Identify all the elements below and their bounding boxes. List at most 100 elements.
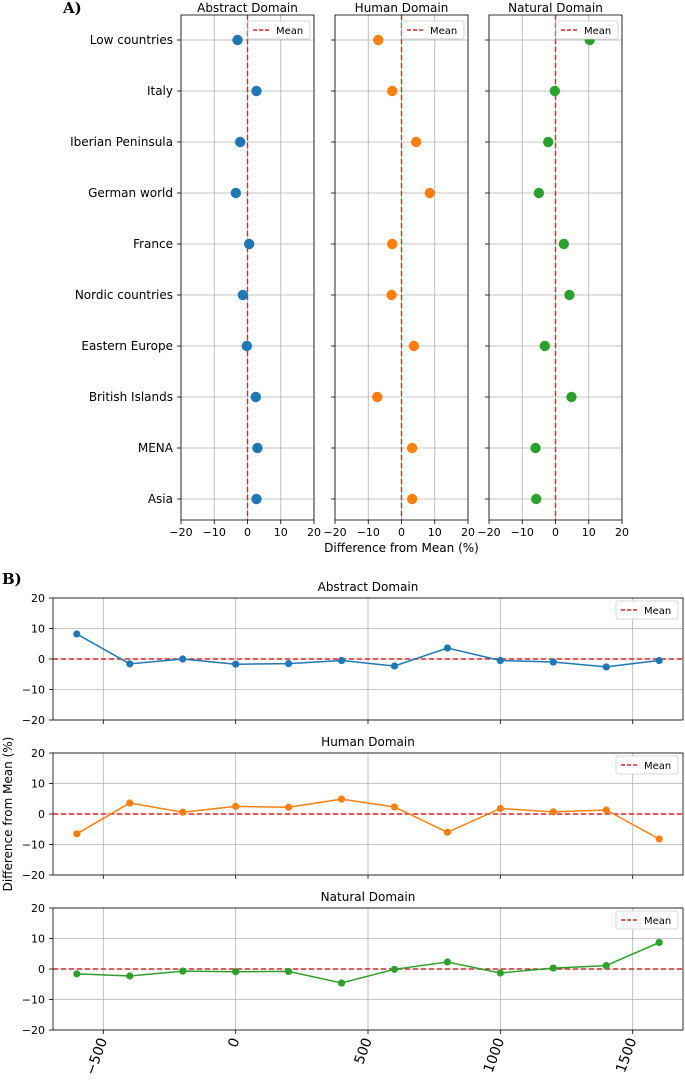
- data-point: [410, 136, 422, 148]
- dotplot-abstract: −20 −10 0 10 20 Low countries Italy Iberian Pen…: [70, 1, 321, 539]
- x-tick-label: 1500: [613, 1036, 640, 1075]
- x-tick-label: 500: [352, 1036, 376, 1067]
- legend-box: [615, 600, 679, 620]
- y-tick-label: 10: [31, 933, 45, 946]
- legend-label: Mean: [430, 26, 457, 37]
- legend-box: [615, 910, 679, 930]
- y-tick-label: −20: [22, 714, 45, 727]
- category-label: France: [133, 237, 173, 251]
- category-label: Iberian Peninsula: [70, 135, 173, 149]
- subplot-title: Natural Domain: [321, 890, 416, 904]
- dotplot-human: −20 −10 0 10 20 Human Domain Mean Difference fr…: [323, 1, 478, 555]
- x-tick-label: 0: [552, 526, 559, 539]
- data-point: [531, 493, 542, 505]
- data-point: [424, 187, 435, 199]
- y-tick-label: 20: [31, 902, 45, 915]
- data-point: [232, 660, 240, 668]
- axes-frame: [52, 597, 684, 721]
- data-point: [408, 340, 420, 352]
- data-point: [406, 442, 418, 454]
- data-point: [386, 85, 398, 97]
- data-point: [549, 964, 557, 972]
- data-point: [549, 85, 561, 97]
- data-point: [549, 658, 557, 666]
- data-point: [232, 968, 240, 976]
- data-point: [655, 835, 663, 843]
- data-point: [373, 34, 384, 46]
- category-label: Low countries: [90, 33, 173, 47]
- x-axis-label: Difference from Mean (%): [324, 541, 479, 555]
- series-line: [76, 798, 660, 840]
- data-point: [73, 830, 81, 838]
- data-point: [602, 663, 610, 671]
- data-point: [496, 969, 504, 977]
- series-line: [76, 941, 660, 984]
- x-tick-label: −10: [511, 526, 534, 539]
- x-tick-label: 20: [461, 526, 475, 539]
- data-point: [496, 804, 504, 813]
- y-tick-label: 20: [31, 747, 45, 760]
- y-tick-label: 10: [31, 778, 45, 791]
- data-point: [602, 962, 610, 970]
- legend-label: Mean: [644, 761, 671, 772]
- data-point: [390, 803, 399, 811]
- data-point: [566, 391, 577, 403]
- axes-frame: [488, 14, 623, 521]
- legend-box: [247, 20, 311, 40]
- dotplot-natural: −20 −10 0 10 20 Natural Domain Mean: [477, 1, 629, 539]
- data-point: [655, 656, 663, 665]
- legend-label: Mean: [276, 26, 303, 37]
- x-tick-label: 0: [398, 526, 405, 539]
- data-point: [655, 938, 663, 947]
- data-point: [564, 289, 575, 301]
- y-tick-label: 20: [31, 592, 45, 605]
- x-tick-label: −10: [357, 526, 380, 539]
- data-point: [179, 967, 187, 975]
- y-tick-label: −20: [22, 869, 45, 882]
- x-tick-label: −10: [203, 526, 226, 539]
- data-point: [386, 238, 398, 250]
- legend-label: Mean: [644, 606, 671, 617]
- subplot-title: Human Domain: [355, 1, 449, 15]
- data-point: [179, 808, 187, 816]
- series-line: [76, 633, 660, 668]
- legend: Mean: [247, 20, 311, 40]
- linechart-abstract: 20 10 0 −10 −20 Abstract Domain Mean: [22, 580, 684, 727]
- y-tick-label: 0: [38, 963, 45, 976]
- data-point: [251, 493, 262, 505]
- data-point: [250, 391, 262, 403]
- y-tick-label: 10: [31, 623, 45, 636]
- subplot-title: Natural Domain: [508, 1, 603, 15]
- data-point: [179, 655, 187, 663]
- data-point: [241, 340, 253, 352]
- legend: Mean: [555, 20, 619, 40]
- data-point: [406, 493, 418, 505]
- x-tick-label: 10: [428, 526, 442, 539]
- x-tick-label: −20: [323, 526, 346, 539]
- data-point: [337, 795, 346, 803]
- x-tick-label: 10: [274, 526, 288, 539]
- y-tick-label: −10: [22, 839, 45, 852]
- panel-label-a: A): [62, 0, 82, 17]
- data-point: [602, 806, 610, 814]
- category-label: Asia: [148, 492, 173, 506]
- legend-box: [615, 755, 679, 775]
- legend: Mean: [615, 910, 679, 930]
- y-tick-label: 0: [38, 653, 45, 666]
- legend: Mean: [615, 755, 679, 775]
- data-point: [252, 442, 263, 454]
- x-tick-label: 1000: [481, 1036, 508, 1075]
- legend-box: [401, 20, 465, 40]
- category-label: British Islands: [89, 390, 173, 404]
- x-tick-label: −20: [477, 526, 500, 539]
- axes-frame: [334, 14, 469, 521]
- category-label: German world: [88, 186, 173, 200]
- data-point: [284, 967, 293, 976]
- data-point: [126, 799, 134, 807]
- data-point: [232, 34, 243, 46]
- data-point: [443, 828, 452, 836]
- data-point: [539, 340, 551, 352]
- data-point: [284, 659, 293, 668]
- data-point: [390, 662, 399, 670]
